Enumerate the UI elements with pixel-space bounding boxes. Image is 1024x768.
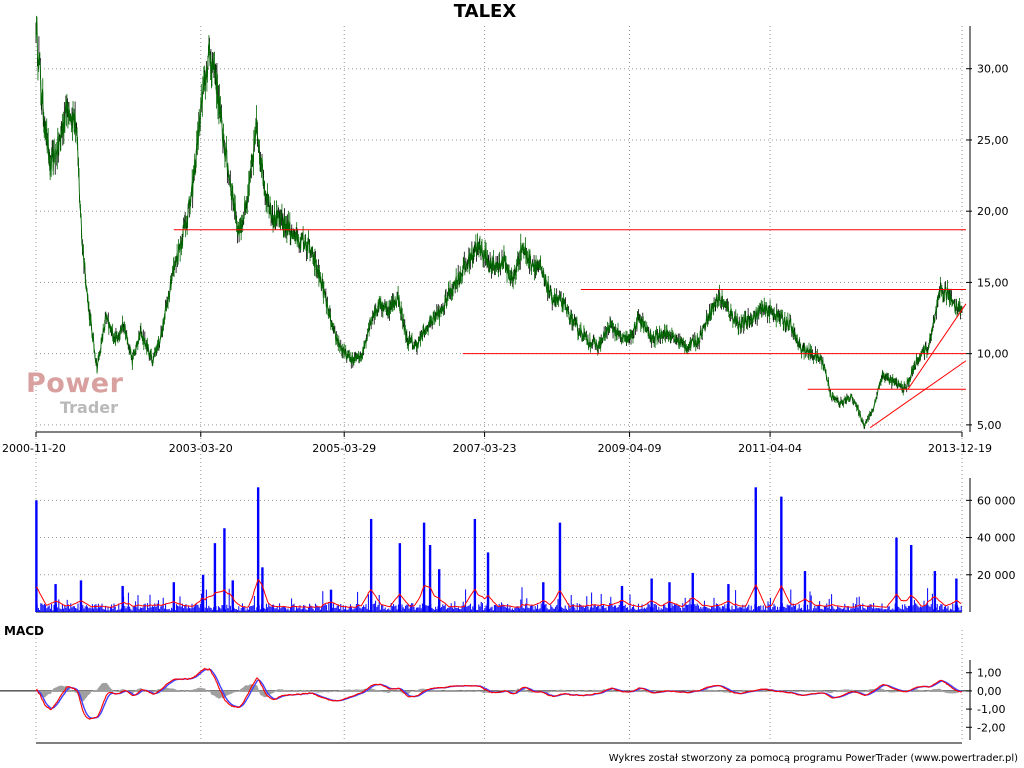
volume-spike bbox=[910, 545, 913, 612]
macd-line bbox=[35, 667, 963, 720]
volume-y-tick-label: 60 000 bbox=[977, 494, 1016, 507]
price-bars bbox=[35, 15, 963, 430]
volume-spike bbox=[398, 543, 402, 612]
y-tick-label: 20,00 bbox=[977, 205, 1009, 218]
volume-spike bbox=[329, 589, 333, 612]
volume-spike bbox=[558, 522, 562, 612]
macd-panel-label: MACD bbox=[4, 624, 44, 638]
volume-spike bbox=[955, 578, 958, 612]
volume-spike bbox=[486, 552, 490, 612]
volume-spike bbox=[620, 585, 624, 612]
x-tick-label: 2009-04-09 bbox=[598, 442, 662, 455]
x-tick-label: 2013-12-19 bbox=[928, 442, 992, 455]
x-tick-label: 2011-04-04 bbox=[738, 442, 802, 455]
trend-line bbox=[869, 360, 967, 429]
volume-spike bbox=[691, 572, 694, 612]
trend-line bbox=[907, 303, 967, 390]
volume-spike bbox=[256, 487, 260, 612]
volume-spike bbox=[422, 522, 426, 612]
volume-spike bbox=[895, 537, 898, 612]
y-tick-label: 25,00 bbox=[977, 134, 1009, 147]
volume-spike bbox=[437, 569, 441, 612]
volume-spike bbox=[172, 582, 176, 612]
volume-bars bbox=[35, 487, 962, 612]
volume-spike bbox=[231, 580, 234, 612]
volume-spike bbox=[35, 500, 38, 612]
volume-spike bbox=[542, 582, 545, 612]
volume-spike bbox=[261, 567, 264, 612]
chart-title: TALEX bbox=[453, 1, 517, 22]
powertrader-logo: Power Trader bbox=[26, 368, 124, 417]
price-line bbox=[35, 21, 963, 429]
volume-spike bbox=[428, 545, 432, 612]
volume-spike bbox=[54, 584, 57, 612]
y-tick-label: 15,00 bbox=[977, 276, 1009, 289]
volume-spike bbox=[369, 518, 373, 612]
volume-spike bbox=[780, 496, 783, 612]
volume-spike bbox=[754, 487, 757, 612]
x-tick-label: 2000-11-20 bbox=[2, 442, 66, 455]
macd-y-tick-label: -1,00 bbox=[977, 703, 1005, 716]
x-tick-label: 2003-03-20 bbox=[169, 442, 233, 455]
volume-spike bbox=[213, 543, 217, 612]
volume-spike bbox=[650, 578, 653, 612]
y-tick-label: 5,00 bbox=[977, 419, 1002, 432]
macd-y-tick-label: 1,00 bbox=[977, 667, 1002, 680]
volume-average-line bbox=[35, 578, 962, 609]
y-tick-label: 10,00 bbox=[977, 348, 1009, 361]
volume-y-tick-label: 40 000 bbox=[977, 532, 1016, 545]
volume-spike bbox=[727, 584, 730, 612]
volume-spike bbox=[803, 571, 807, 612]
volume-spike bbox=[668, 582, 671, 612]
macd-y-tick-label: 0,00 bbox=[977, 685, 1002, 698]
volume-spike bbox=[79, 580, 83, 612]
footer-credit: Wykres został stworzony za pomocą progra… bbox=[608, 753, 1018, 764]
x-tick-label: 2007-03-23 bbox=[453, 442, 517, 455]
volume-spike bbox=[933, 571, 937, 612]
logo-trader-text: Trader bbox=[60, 398, 119, 417]
volume-spike bbox=[201, 574, 205, 612]
volume-y-tick-label: 20 000 bbox=[977, 569, 1016, 582]
volume-spike bbox=[473, 518, 477, 612]
y-tick-label: 30,00 bbox=[977, 63, 1009, 76]
macd-y-tick-label: -2,00 bbox=[977, 721, 1005, 734]
x-tick-label: 2005-03-29 bbox=[312, 442, 376, 455]
logo-power-text: Power bbox=[26, 368, 124, 399]
volume-spike bbox=[223, 528, 226, 612]
macd-signal-line bbox=[35, 668, 963, 719]
volume-spike bbox=[121, 585, 124, 612]
